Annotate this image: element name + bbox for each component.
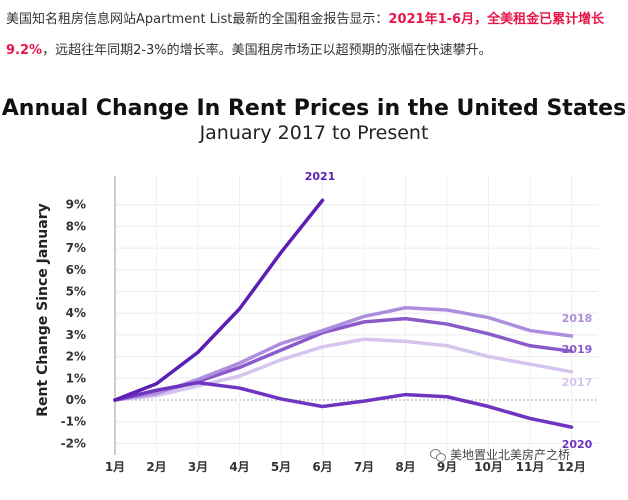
- x-tick-label: 10月: [474, 460, 503, 474]
- chart-title: Annual Change In Rent Prices in the Unit…: [1, 96, 627, 121]
- series-label-2021: 2021: [305, 170, 336, 183]
- x-tick-label: 7月: [354, 460, 374, 474]
- x-tick-label: 9月: [437, 460, 457, 474]
- y-tick-label: 9%: [66, 198, 86, 212]
- series-label-2019: 2019: [562, 343, 593, 356]
- y-tick-label: 8%: [66, 219, 86, 233]
- x-tick-label: 2月: [146, 460, 166, 474]
- label-layer: 2017 2019 2018 2020 2021: [305, 170, 593, 451]
- wechat-icon: [430, 448, 446, 462]
- series-line-2020: [113, 380, 574, 429]
- y-tick-label: 2%: [66, 350, 86, 364]
- y-tick-label: 4%: [66, 306, 86, 320]
- intro-text-1: 美国知名租房信息网站Apartment List最新的全国租金报告显示：: [6, 12, 389, 27]
- x-tick-label: 6月: [312, 460, 332, 474]
- x-tick-label: 4月: [229, 460, 249, 474]
- series-layer: [113, 198, 574, 429]
- x-tick-label: 12月: [557, 460, 586, 474]
- y-tick-label: -1%: [61, 415, 86, 429]
- y-tick-label: 3%: [66, 328, 86, 342]
- x-tick-label: 11月: [516, 460, 545, 474]
- y-tick-label: 7%: [66, 241, 86, 255]
- series-label-2020: 2020: [562, 438, 593, 451]
- y-tick-label: 5%: [66, 285, 86, 299]
- intro-text-2: ，远超往年同期2-3%的增长率。美国租房市场正以超预期的涨幅在快速攀升。: [42, 43, 492, 58]
- chart-subtitle: January 2017 to Present: [199, 122, 429, 144]
- series-label-2018: 2018: [562, 312, 593, 325]
- series-label-2017: 2017: [562, 376, 593, 389]
- x-tick-label: 5月: [271, 460, 291, 474]
- intro-paragraph: 美国知名租房信息网站Apartment List最新的全国租金报告显示：2021…: [6, 4, 622, 66]
- x-tick-label: 8月: [395, 460, 415, 474]
- x-tick-label: 3月: [188, 460, 208, 474]
- series-line-2017: [113, 337, 574, 402]
- watermark-text: 美地置业北美房产之桥: [450, 448, 571, 462]
- series-line-2021: [113, 198, 325, 402]
- y-tick-label: 0%: [66, 393, 86, 407]
- x-tick-label: 1月: [105, 460, 125, 474]
- y-tick-label: -2%: [61, 436, 86, 450]
- series-line-2018: [113, 306, 574, 402]
- y-tick-label: 6%: [66, 263, 86, 277]
- axis-layer: -2% -1% 0% 1% 2% 3% 4% 5% 6% 7% 8% 9% 1月 2月 3月 4月 5月 6月 7月…: [35, 176, 586, 474]
- y-tick-label: 1%: [66, 371, 86, 385]
- grid-layer: [115, 176, 598, 455]
- watermark: 美地置业北美房产之桥: [430, 446, 570, 463]
- y-axis-title: Rent Change Since January: [35, 203, 51, 416]
- intro-highlight: 2021年1-6月，全美租金已累计增长9.2%: [6, 12, 605, 58]
